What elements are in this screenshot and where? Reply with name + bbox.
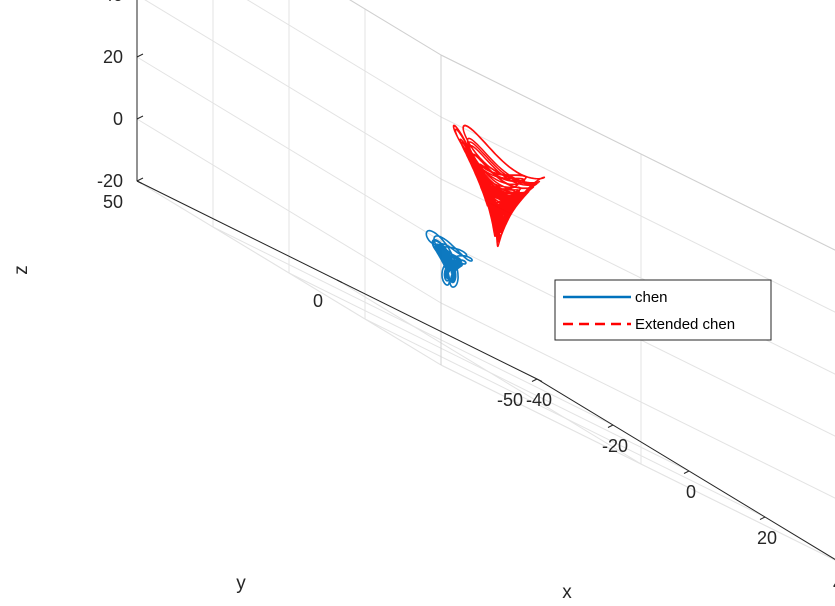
y-tick-label: 0 <box>313 291 323 311</box>
z-tick-label: 0 <box>113 109 123 129</box>
x-tick-mark <box>760 517 765 520</box>
z-tick-mark <box>137 178 143 181</box>
y-tick-mark <box>537 379 542 382</box>
x-tick-label: -20 <box>602 436 628 456</box>
y-tick-mark <box>337 280 342 283</box>
legend-extended-chen-label: Extended chen <box>635 316 735 333</box>
x-tick-label: 20 <box>757 528 777 548</box>
x-tick-mark <box>608 425 613 428</box>
x-axis-label: x <box>562 582 572 603</box>
x-axis-line <box>537 379 835 563</box>
x-tick-label: -40 <box>526 390 552 410</box>
extended-chen-trajectory <box>454 125 545 246</box>
series-chen <box>426 231 472 288</box>
series-extended-chen <box>454 125 545 246</box>
z-tick-label: -20 <box>97 171 123 191</box>
y-tick-label: 50 <box>103 192 123 212</box>
chen-trajectory <box>426 231 472 288</box>
x-tick-label: 0 <box>686 482 696 502</box>
z-tick-label: 20 <box>103 47 123 67</box>
z-tick-mark <box>137 116 143 119</box>
y-axis-label: y <box>236 573 246 594</box>
legend-chen-label: chen <box>635 289 668 306</box>
y-tick-label: -50 <box>497 390 523 410</box>
y-tick-mark <box>137 181 142 184</box>
x-tick-mark <box>532 379 537 382</box>
z-axis-label: z <box>11 265 32 275</box>
x-tick-mark <box>684 471 689 474</box>
z-tick-mark <box>137 54 143 57</box>
z-tick-label: 40 <box>103 0 123 5</box>
legend: chen Extended chen <box>555 280 771 340</box>
